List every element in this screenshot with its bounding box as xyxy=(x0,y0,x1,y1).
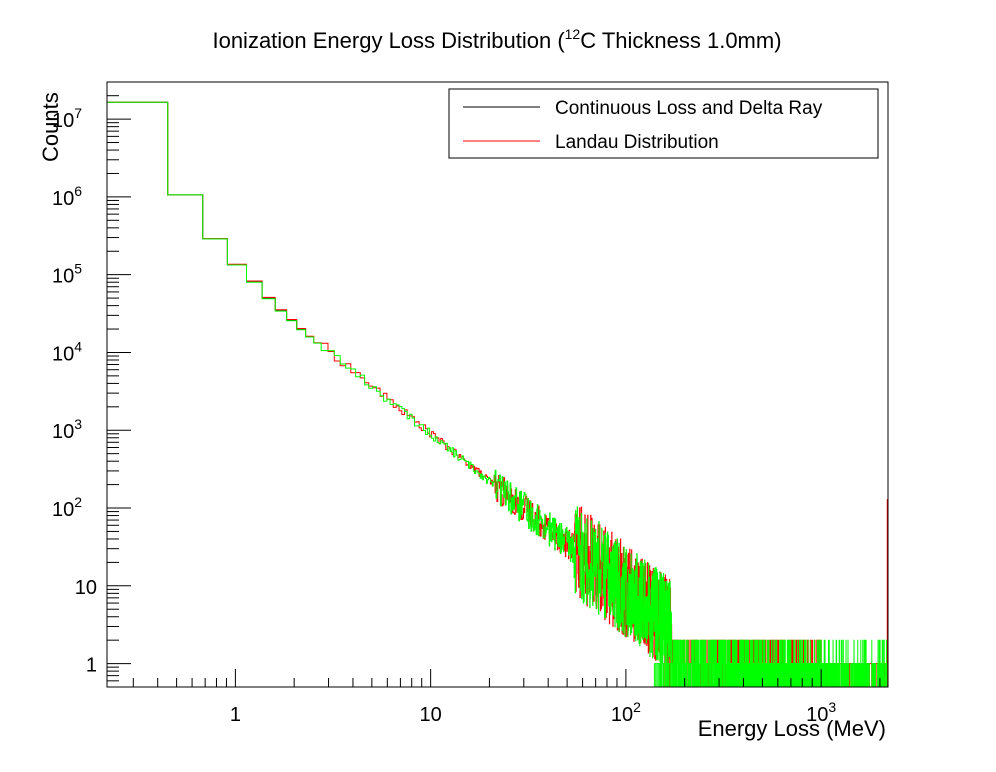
x-tick-label: 1 xyxy=(230,704,241,726)
y-axis-label: Counts xyxy=(38,92,63,162)
y-tick-label: 102 xyxy=(52,494,82,521)
legend-label-0: Continuous Loss and Delta Ray xyxy=(555,98,823,119)
y-tick-label: 104 xyxy=(52,338,82,365)
y-tick-label: 10 xyxy=(75,577,97,599)
y-tick-label: 106 xyxy=(52,183,82,210)
y-axis: 1 10 102 103 104 105 106 107 xyxy=(52,81,131,688)
y-tick-label: 107 xyxy=(52,105,82,132)
x-axis-label: Energy Loss (MeV) xyxy=(698,716,886,741)
chart-title-prefix: Ionization Energy Loss Distribution ( xyxy=(212,28,565,53)
legend-box xyxy=(448,88,879,159)
series-layer xyxy=(107,101,888,687)
x-tick-label: 10 xyxy=(420,704,442,726)
chart-title-superscript: 12 xyxy=(565,26,581,42)
chart-title: Ionization Energy Loss Distribution (12C… xyxy=(212,26,781,53)
series-line-1 xyxy=(107,101,829,687)
x-axis: 1 10 102 103 xyxy=(132,669,881,726)
legend: Continuous Loss and Delta Ray Landau Dis… xyxy=(448,88,879,159)
series-line-2 xyxy=(107,101,888,687)
x-tick-label: 103 xyxy=(806,699,836,726)
x-tick-label: 102 xyxy=(611,699,641,726)
plot-frame xyxy=(106,81,889,688)
y-tick-label: 103 xyxy=(52,416,82,443)
series-line-0 xyxy=(107,101,314,338)
chart-title-suffix: C Thickness 1.0mm) xyxy=(580,28,781,53)
series-flat-region-2 xyxy=(653,640,828,687)
y-tick-label: 105 xyxy=(52,261,82,288)
legend-label-1: Landau Distribution xyxy=(555,132,719,153)
y-tick-label: 1 xyxy=(86,655,97,677)
